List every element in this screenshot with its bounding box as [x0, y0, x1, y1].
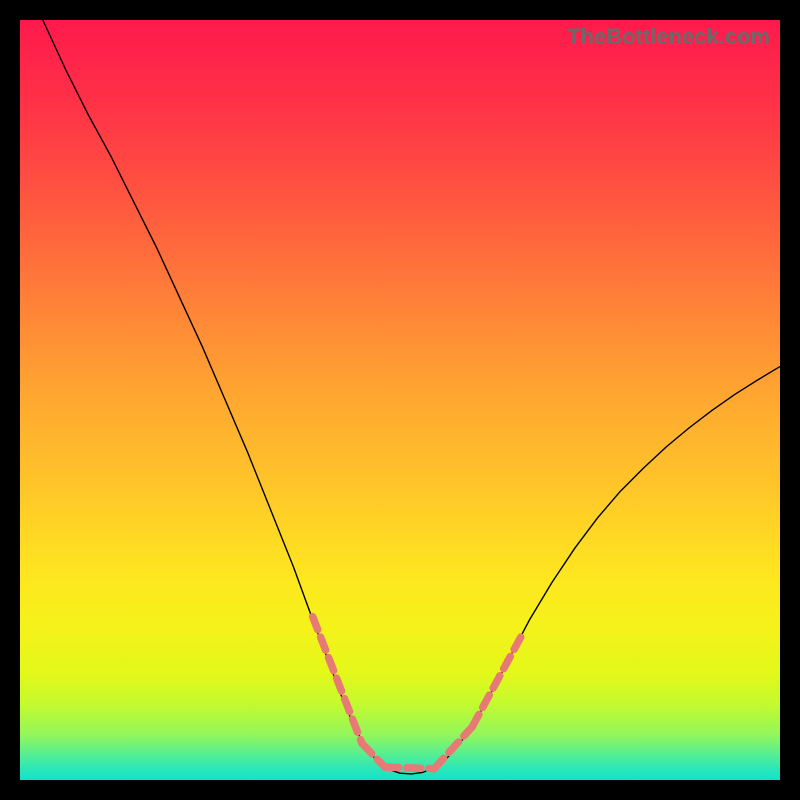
- plot-svg: [20, 20, 780, 780]
- chart-frame: TheBottleneck.com: [0, 0, 800, 800]
- gradient-background: [20, 20, 780, 780]
- plot-area: [20, 20, 780, 780]
- watermark-text: TheBottleneck.com: [567, 24, 770, 50]
- highlight-dash-segment: [385, 767, 434, 769]
